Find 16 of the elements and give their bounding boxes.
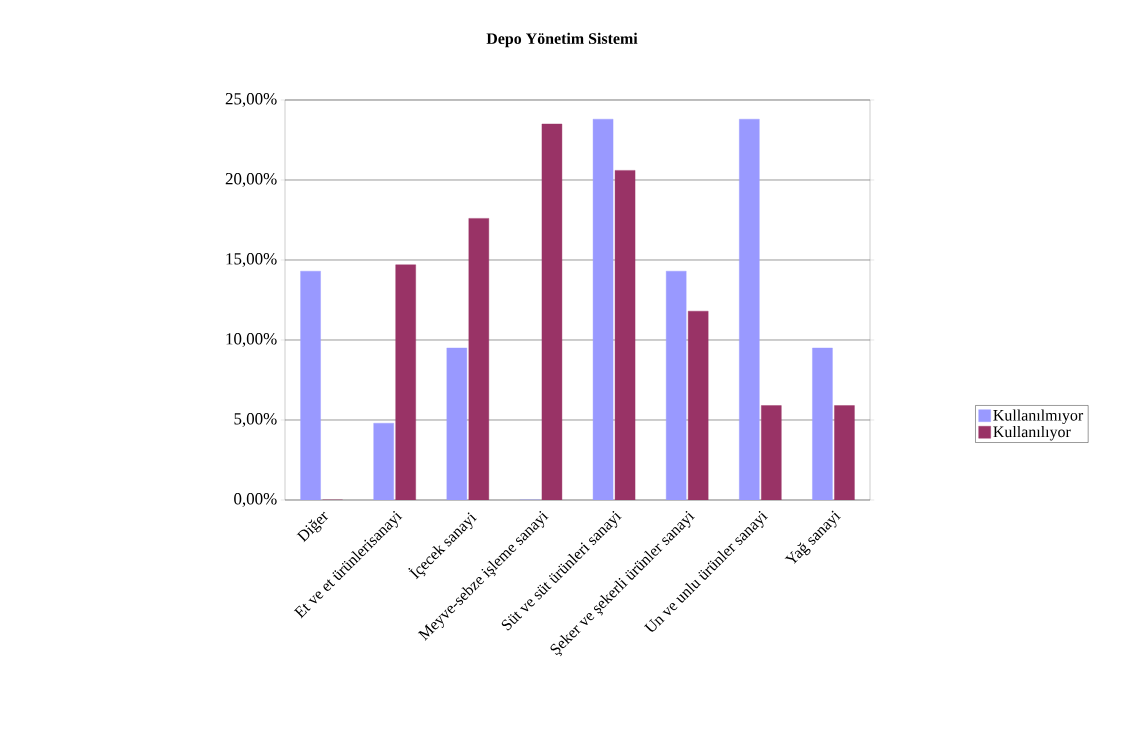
y-tick-label: 10,00% [226,333,277,347]
bar [761,405,782,500]
bar [468,218,490,500]
y-tick-label: 0,00% [234,493,277,507]
y-tick-label: 20,00% [225,173,277,187]
bar [687,310,709,500]
y-tick-label: 5,00% [234,413,277,427]
bar [541,123,563,500]
chart-title: Depo Yönetim Sistemi [486,32,638,48]
bar [614,170,636,500]
bar [395,264,416,500]
legend-label: Kullanılmıyor [993,409,1084,424]
legend-label: Kullanılıyor [993,425,1071,441]
y-tick-label: 25,00% [225,93,277,107]
bar [834,405,855,500]
y-tick-label: 15,00% [226,253,277,267]
